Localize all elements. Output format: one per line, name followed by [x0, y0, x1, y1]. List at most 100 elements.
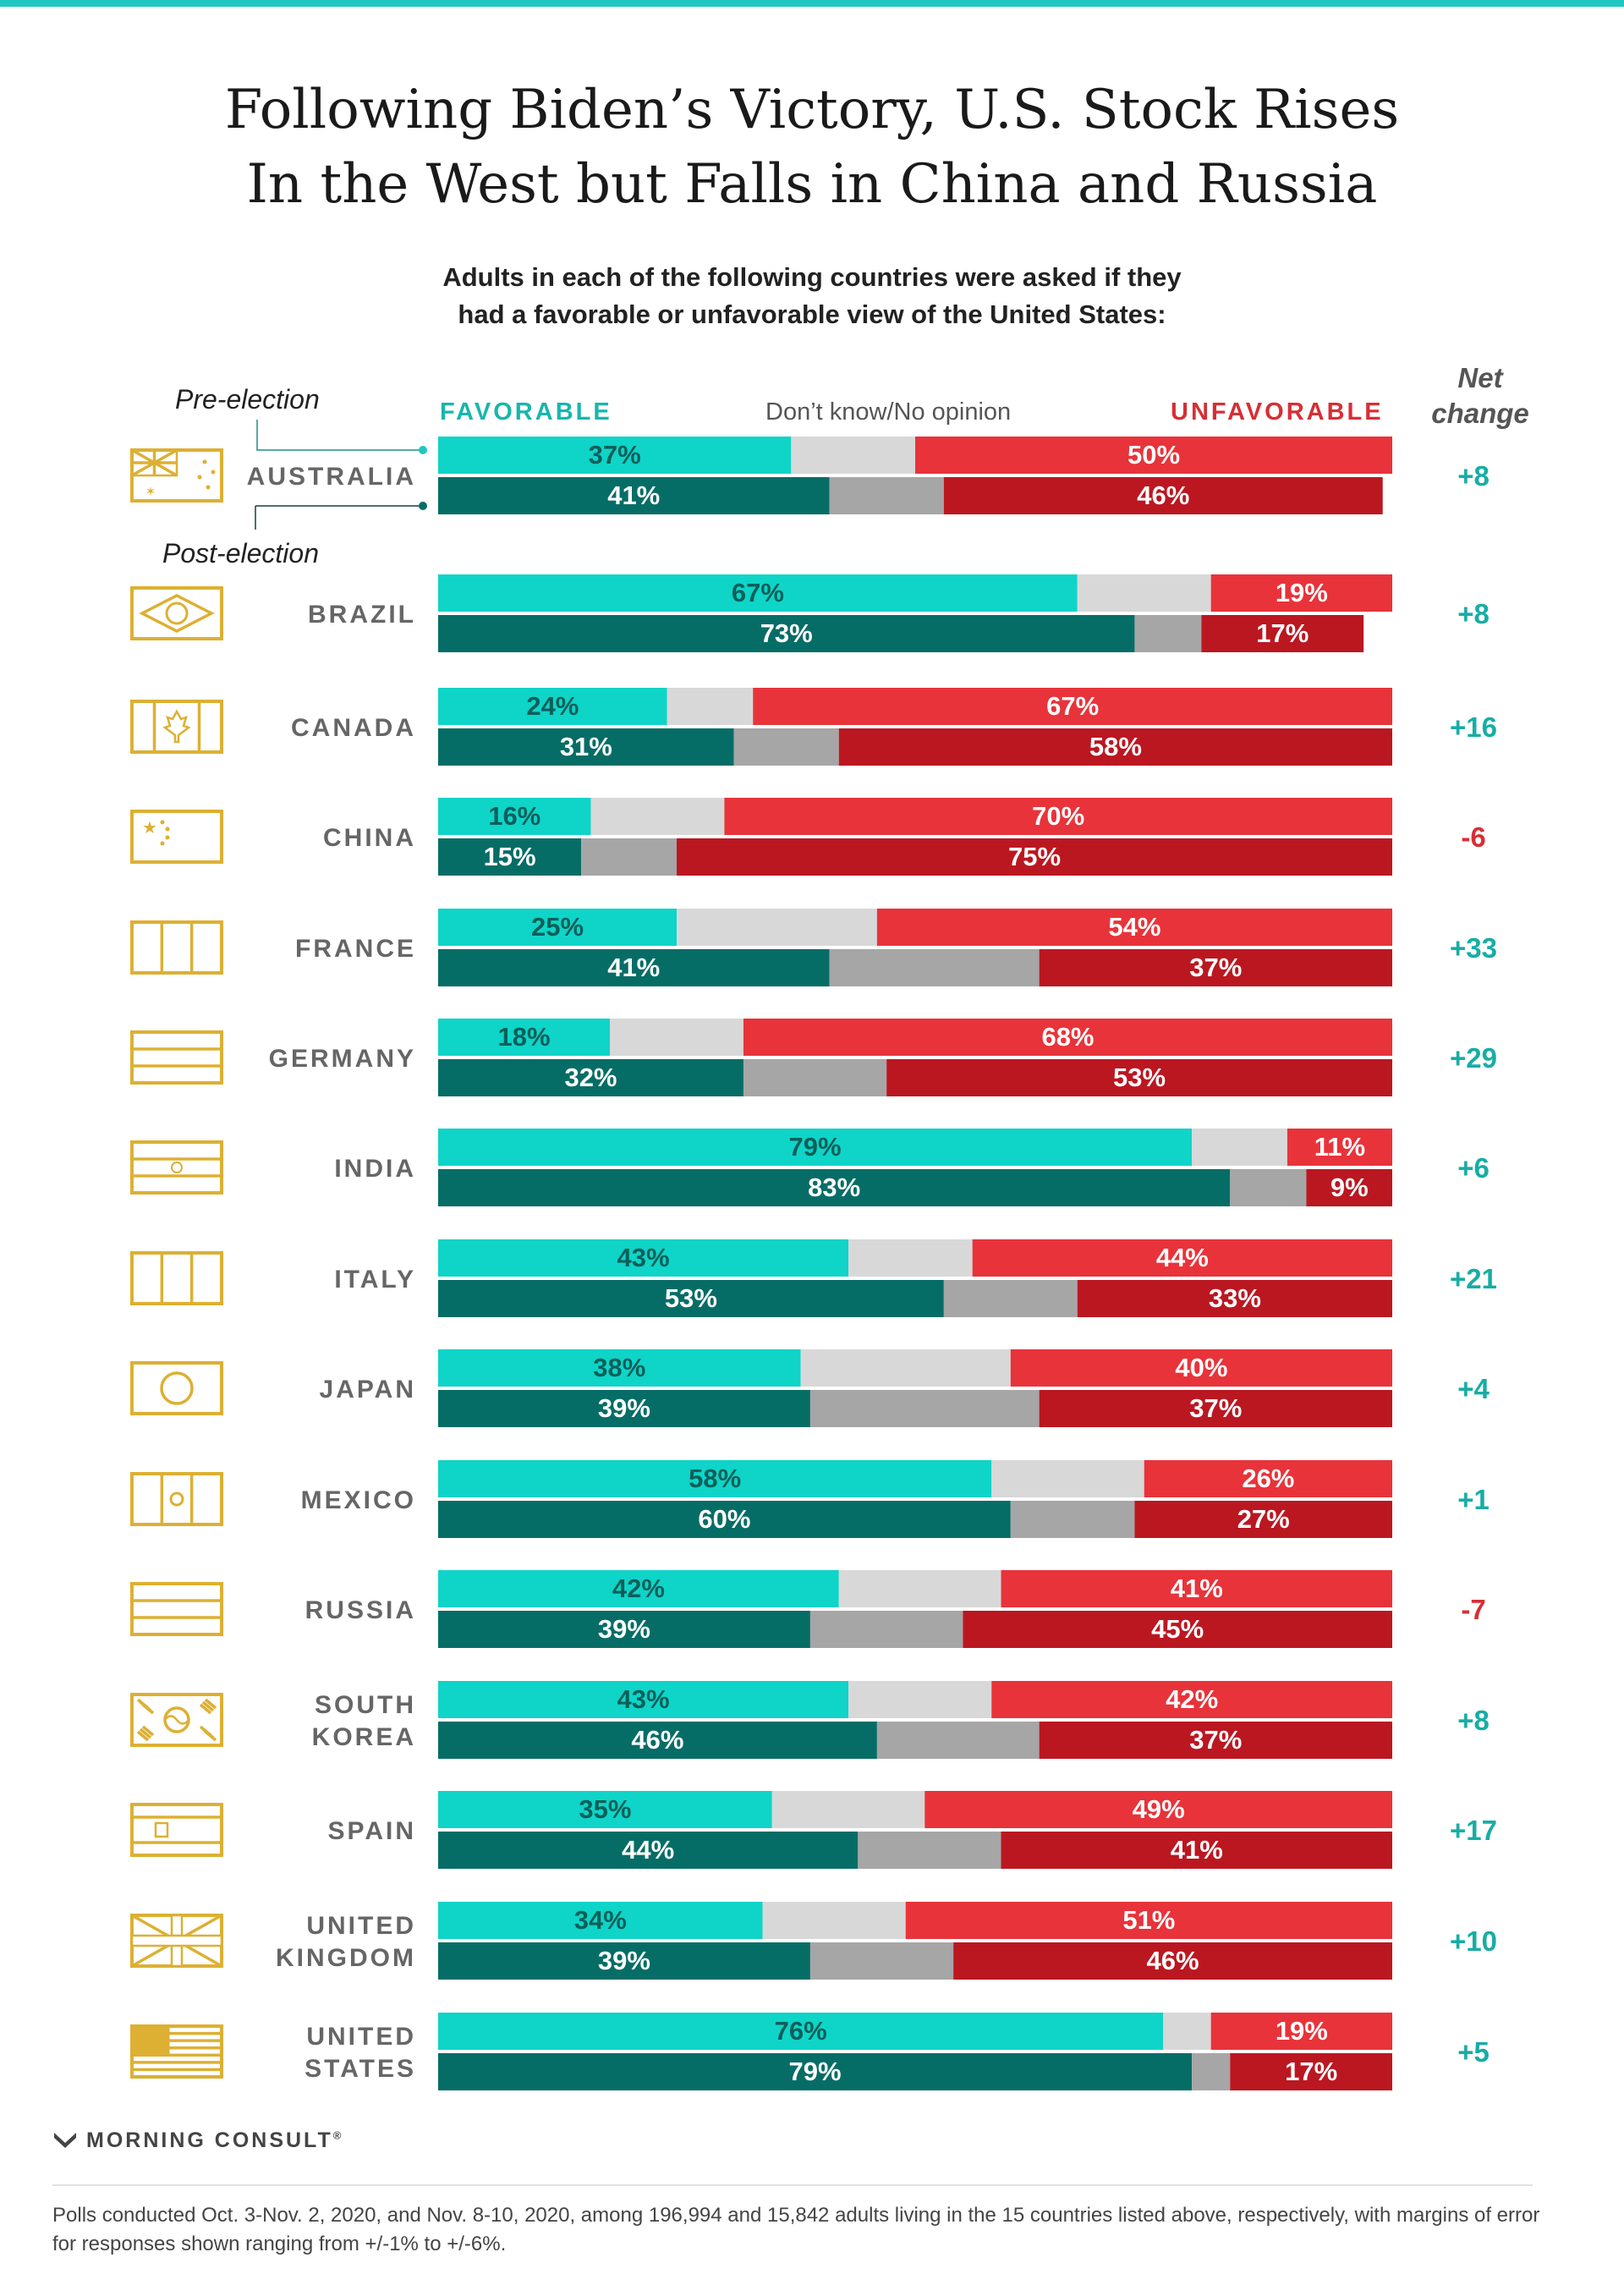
country-label: UNITED	[306, 1912, 416, 1940]
flag-small-star	[211, 470, 216, 475]
unfavorable-value-label: 26%	[1242, 1464, 1294, 1493]
post-election-bar: 41% 37%	[438, 949, 1392, 986]
dont-know-segment	[1010, 1501, 1135, 1538]
flag-outline	[130, 1140, 223, 1195]
country-row: 16% 70% 15% 75% CHINA ★ -6	[130, 798, 1486, 876]
flag-trigram	[136, 1730, 150, 1742]
flag-trigram	[141, 1725, 155, 1737]
unfavorable-value-label: 58%	[1089, 732, 1142, 761]
favorable-value-label: 67%	[732, 578, 784, 607]
unfavorable-segment	[724, 798, 1392, 835]
pre-election-annotation: Pre-election	[175, 384, 320, 415]
unfavorable-segment	[1039, 1390, 1392, 1427]
flag-wheel	[171, 1162, 183, 1173]
germany-flag-icon	[130, 1030, 223, 1085]
net-change-value: -7	[1461, 1594, 1485, 1625]
dont-know-segment	[1077, 574, 1211, 612]
favorable-segment	[438, 909, 677, 946]
legend-dont-know: Don’t know/No opinion	[765, 398, 1012, 426]
favorable-value-label: 42%	[612, 1574, 665, 1603]
pre-election-bar: 43% 44%	[438, 1239, 1392, 1277]
net-change-value: +16	[1450, 711, 1497, 743]
dont-know-segment	[829, 477, 944, 514]
post-election-bar: 46% 37%	[438, 1722, 1392, 1759]
favorable-value-label: 53%	[665, 1283, 717, 1313]
favorable-value-label: 38%	[593, 1353, 645, 1382]
favorable-value-label: 73%	[760, 618, 813, 648]
country-row: 34% 51% 39% 46% UNITED KINGDOM +10	[130, 1902, 1497, 1980]
dont-know-segment	[848, 1239, 973, 1277]
united-states-flag-icon	[130, 2024, 223, 2079]
footnote-divider	[52, 2184, 1533, 2186]
dont-know-segment	[876, 1722, 1040, 1759]
unfavorable-value-label: 46%	[1147, 1946, 1199, 1975]
net-change-value: +5	[1457, 2036, 1490, 2068]
favorable-segment	[438, 1722, 877, 1759]
unfavorable-segment	[753, 688, 1392, 725]
favorable-value-label: 60%	[698, 1504, 750, 1534]
post-election-bar: 39% 45%	[438, 1611, 1392, 1648]
dont-know-segment	[838, 1570, 1001, 1607]
net-change-value: +21	[1450, 1263, 1497, 1294]
dont-know-segment	[809, 1942, 954, 1980]
net-change-value: +10	[1450, 1925, 1497, 1957]
chart-title-line-1: Following Biden’s Victory, U.S. Stock Ri…	[224, 79, 1400, 141]
flag-cross-horizontal	[130, 1934, 223, 1947]
pre-election-bar: 34% 51%	[438, 1902, 1392, 1939]
post-connector-line	[255, 505, 423, 530]
country-row: 37% 50% 41% 46% AUSTRALIA ✶ +8	[130, 437, 1490, 514]
unfavorable-value-label: 70%	[1032, 801, 1084, 831]
dont-know-segment	[991, 1460, 1144, 1497]
dont-know-segment	[762, 1902, 906, 1939]
flag-small-star	[160, 820, 165, 825]
pre-election-bar: 24% 67%	[438, 688, 1392, 725]
chart-title-line-2: In the West but Falls in China and Russi…	[246, 153, 1378, 216]
flag-emblem	[169, 1491, 184, 1507]
unfavorable-segment	[1039, 1722, 1392, 1759]
brand-registered-mark: ®	[332, 2128, 342, 2142]
favorable-segment	[438, 798, 591, 835]
flag-small-star	[202, 459, 207, 464]
unfavorable-value-label: 33%	[1209, 1283, 1261, 1313]
dont-know-segment	[733, 728, 839, 766]
post-election-bar: 44% 41%	[438, 1832, 1392, 1869]
unfavorable-segment	[953, 1942, 1392, 1980]
flag-outline	[130, 1472, 223, 1526]
flag-diamond	[139, 594, 215, 633]
unfavorable-segment	[1144, 1460, 1392, 1497]
pre-election-bar: 67% 19%	[438, 574, 1392, 612]
favorable-segment	[438, 1019, 611, 1056]
unfavorable-value-label: 54%	[1108, 912, 1160, 942]
favorable-segment	[438, 1611, 810, 1648]
united-kingdom-flag-icon	[130, 1914, 223, 1968]
flag-trigram	[141, 1703, 155, 1715]
unfavorable-value-label: 50%	[1127, 440, 1180, 470]
pre-election-bar: 35% 49%	[438, 1791, 1392, 1828]
flag-canton	[132, 2026, 170, 2056]
country-label: BRAZIL	[308, 601, 416, 629]
flag-small-star	[197, 475, 202, 480]
dont-know-segment	[1134, 615, 1202, 652]
country-label: KINGDOM	[276, 1944, 416, 1972]
russia-flag-icon	[130, 1582, 223, 1636]
post-election-bar: 39% 46%	[438, 1942, 1392, 1980]
unfavorable-value-label: 9%	[1330, 1173, 1369, 1202]
country-label: SOUTH	[315, 1691, 416, 1719]
dont-know-segment	[1163, 2013, 1211, 2050]
favorable-value-label: 41%	[607, 481, 660, 510]
unfavorable-segment	[886, 1059, 1392, 1096]
unfavorable-value-label: 11%	[1314, 1132, 1365, 1162]
favorable-segment	[438, 1570, 839, 1607]
favorable-value-label: 16%	[488, 801, 540, 831]
country-label: JAPAN	[320, 1376, 416, 1403]
favorable-segment	[438, 615, 1135, 652]
brand-name: MORNING CONSULT®	[86, 2128, 341, 2153]
post-election-bar: 79% 17%	[438, 2053, 1392, 2090]
dont-know-segment	[1192, 2053, 1231, 2090]
dont-know-segment	[791, 437, 915, 474]
favorable-segment	[438, 838, 582, 876]
country-label: FRANCE	[295, 935, 416, 963]
unfavorable-value-label: 41%	[1171, 1835, 1223, 1865]
pre-election-bar: 37% 50%	[438, 437, 1392, 474]
unfavorable-segment	[1210, 2013, 1392, 2050]
